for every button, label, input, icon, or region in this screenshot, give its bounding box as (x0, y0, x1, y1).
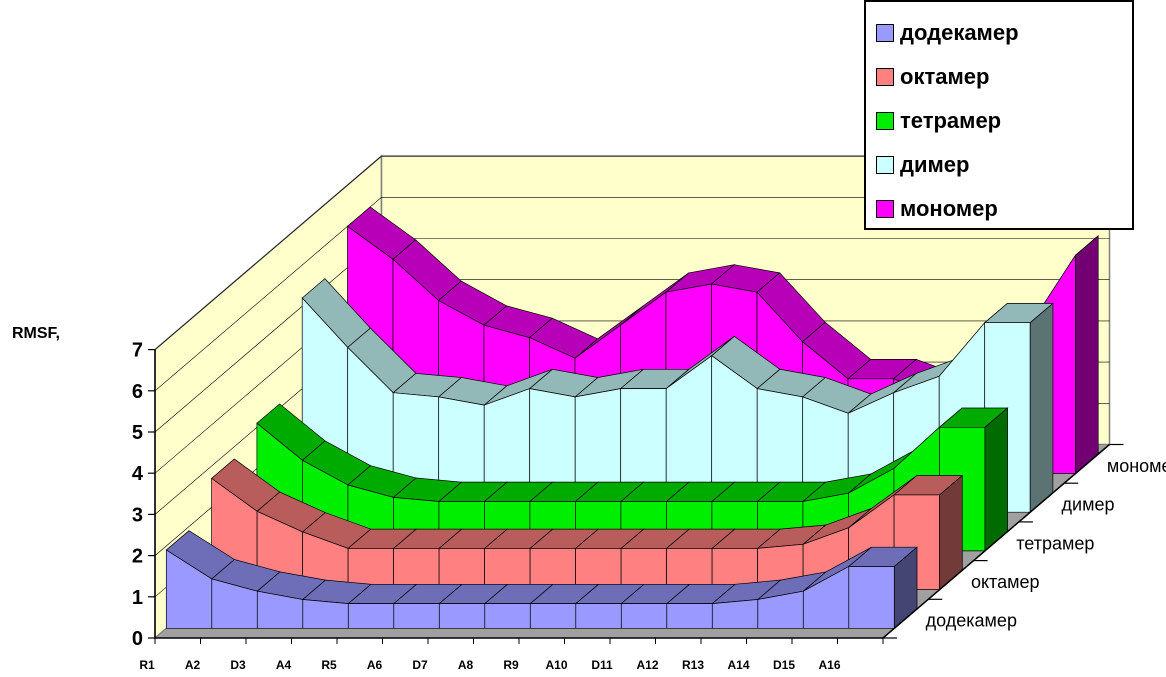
y-axis-label: RMSF, (12, 325, 60, 342)
legend-item: мономер (876, 192, 998, 226)
y-tick-label: 7 (132, 340, 143, 362)
ribbon-front (620, 603, 668, 629)
legend-swatch (876, 200, 894, 218)
y-tick-label: 5 (132, 422, 143, 444)
x-tick-label: A16 (818, 658, 840, 672)
legend: додекамер октамер тетрамер димер мономер (864, 0, 1134, 230)
y-tick-label: 0 (132, 628, 143, 650)
legend-swatch (876, 112, 894, 130)
depth-axis-line (882, 443, 1110, 639)
ribbon-front (393, 603, 440, 629)
depth-tick-label: мономер (1107, 456, 1166, 476)
ribbon-front (529, 548, 576, 590)
x-tick-label: A10 (545, 658, 567, 672)
y-tick-label: 6 (132, 381, 143, 403)
ribbon-front (666, 603, 713, 629)
x-tick-label: A2 (185, 658, 201, 672)
x-tick-label: D15 (773, 658, 795, 672)
depth-tick-label: тетрамер (1016, 533, 1094, 553)
legend-label: мономер (900, 196, 998, 221)
ribbon-front (347, 603, 395, 629)
legend-item: тетрамер (876, 104, 1001, 138)
ribbon-front (575, 603, 622, 629)
x-tick-label: D3 (230, 658, 246, 672)
legend-label: октамер (900, 64, 990, 89)
depth-tick-label: октамер (971, 572, 1040, 592)
x-tick-label: A12 (636, 658, 658, 672)
x-tick-label: R13 (682, 658, 704, 672)
ribbon-end (1075, 235, 1099, 475)
x-tick-label: R5 (321, 658, 337, 672)
series-октамер (211, 458, 964, 591)
x-tick-label: A8 (458, 658, 474, 672)
ribbon-front (438, 603, 486, 629)
legend-label: димер (900, 152, 970, 177)
depth-tick-label: димер (1062, 495, 1115, 515)
legend-label: тетрамер (900, 108, 1002, 133)
ribbon-front (848, 566, 895, 629)
y-tick-label: 3 (132, 504, 143, 526)
ribbon-front (484, 603, 531, 629)
legend-swatch (876, 24, 894, 42)
ribbon-end (1029, 302, 1054, 513)
ribbon-front (529, 603, 577, 629)
x-tick-label: A6 (367, 658, 383, 672)
series-додекамер (165, 530, 918, 630)
ribbon-front (575, 548, 622, 590)
depth-axis-ticks: додекамер октамер тетрамер димер мономер (883, 443, 1166, 639)
legend-swatch (876, 68, 894, 86)
ribbon-front (438, 548, 485, 590)
x-tick-label: D7 (412, 658, 428, 672)
ribbon-front (666, 548, 713, 590)
legend-swatch (876, 156, 894, 174)
y-tick-label: 2 (132, 546, 143, 568)
x-axis-ticks: R1 A2 D3 A4 R5 A6 D7 A8 R9 A10 D11 A12 R13 A14 D15 A16 (139, 638, 884, 672)
y-tick-label: 4 (132, 463, 144, 485)
x-tick-label: R9 (503, 658, 519, 672)
ribbon-front (711, 599, 759, 629)
y-axis-ticks: 0 1 2 3 4 5 6 7 (132, 340, 155, 650)
legend-item: додекамер (876, 16, 1019, 50)
legend-item: димер (876, 148, 969, 182)
legend-item: октамер (876, 60, 989, 94)
ribbon-front (620, 548, 667, 590)
x-tick-label: A14 (727, 658, 749, 672)
x-tick-label: A4 (276, 658, 292, 672)
ribbon-front (393, 548, 440, 590)
series-ribbons (165, 206, 1099, 630)
y-tick-label: 1 (132, 587, 143, 609)
depth-tick-label: додекамер (926, 611, 1017, 631)
x-tick-label: D11 (591, 658, 613, 672)
ribbon-front (302, 599, 349, 629)
x-tick-label: R1 (139, 658, 155, 672)
ribbon-front (484, 548, 531, 590)
ribbon-end (984, 407, 1008, 552)
legend-label: додекамер (900, 20, 1019, 45)
